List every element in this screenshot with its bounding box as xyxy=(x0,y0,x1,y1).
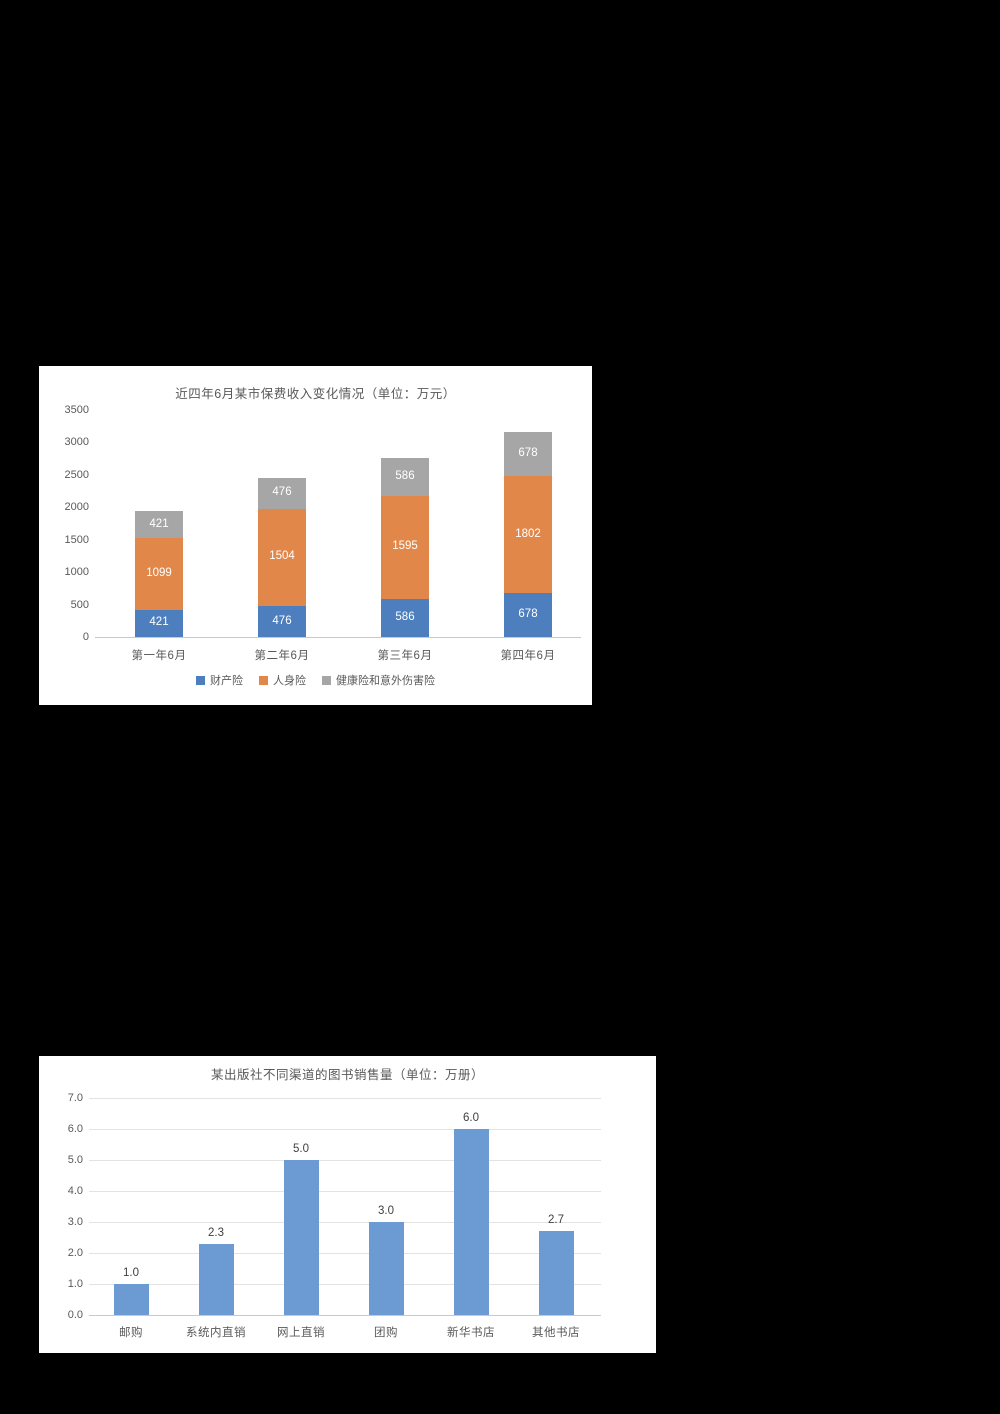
segment-value-label: 476 xyxy=(272,486,292,499)
legend-swatch-icon xyxy=(196,675,205,685)
y-gridline xyxy=(89,1222,601,1223)
y-axis-tick-label: 2000 xyxy=(64,501,89,513)
legend-swatch-icon xyxy=(322,675,331,685)
y-gridline xyxy=(89,1284,601,1285)
y-axis-tick-label: 4.0 xyxy=(67,1185,83,1197)
y-gridline xyxy=(89,1098,601,1099)
y-gridline xyxy=(89,1191,601,1192)
segment-value-label: 678 xyxy=(518,447,538,460)
segment-value-label: 1099 xyxy=(146,567,172,580)
legend-swatch-icon xyxy=(259,675,268,685)
y-gridline xyxy=(89,1253,601,1254)
bar xyxy=(113,1284,149,1315)
x-axis-category-label: 其他书店 xyxy=(532,1327,580,1339)
legend-label: 人身险 xyxy=(273,675,306,687)
segment-value-label: 678 xyxy=(518,608,538,620)
y-axis-tick-label: 0.0 xyxy=(67,1309,83,1321)
bar xyxy=(538,1231,574,1315)
segment-value-label: 421 xyxy=(149,517,169,530)
bar xyxy=(198,1243,234,1315)
book-sales-chart-panel: 某出版社不同渠道的图书销售量（单位：万册） 0.0 1.0 2.0 3.0 4.0 5.0… xyxy=(39,1056,656,1353)
x-axis-line xyxy=(95,637,581,638)
stacked-bar-segment: 1595 xyxy=(381,495,429,599)
stacked-bar-segment: 421 xyxy=(135,511,183,539)
legend-item: 健康险和意外伤害险 xyxy=(322,672,435,688)
y-axis-tick-label: 2.0 xyxy=(67,1247,83,1259)
y-axis-tick-label: 1000 xyxy=(64,566,89,578)
x-axis-category-label: 第二年6月 xyxy=(254,650,310,662)
segment-value-label: 476 xyxy=(272,614,292,627)
segment-value-label: 1595 xyxy=(392,540,418,553)
legend-item: 人身险 xyxy=(259,672,306,688)
x-axis-category-label: 第四年6月 xyxy=(500,650,556,662)
bar-value-label: 1.0 xyxy=(123,1267,139,1279)
stacked-bar-segment: 1099 xyxy=(135,538,183,610)
insurance-premium-chart-panel: 近四年6月某市保费收入变化情况（单位：万元） 0 500 1000 1500 2000 2… xyxy=(39,366,592,705)
segment-value-label: 586 xyxy=(395,610,415,623)
x-axis-category-label: 新华书店 xyxy=(447,1327,495,1339)
y-axis-tick-label: 500 xyxy=(70,599,89,611)
stacked-bar-segment: 586 xyxy=(381,457,429,496)
segment-value-label: 421 xyxy=(149,616,169,629)
bar xyxy=(368,1222,404,1315)
y-axis-tick-label: 6.0 xyxy=(67,1123,83,1135)
stacked-bar-segment: 678 xyxy=(504,593,552,637)
x-axis-category-label: 系统内直销 xyxy=(186,1327,246,1339)
segment-value-label: 1504 xyxy=(269,550,295,563)
y-axis-tick-label: 2500 xyxy=(64,469,89,481)
stacked-bar-segment: 476 xyxy=(258,606,306,637)
x-axis-line xyxy=(89,1315,601,1316)
y-axis-tick-label: 1500 xyxy=(64,534,89,546)
book-sales-chart-title: 某出版社不同渠道的图书销售量（单位：万册） xyxy=(210,1068,484,1082)
bar-value-label: 3.0 xyxy=(378,1205,394,1217)
stacked-bar-segment: 476 xyxy=(258,477,306,509)
y-axis-tick-label: 5.0 xyxy=(67,1154,83,1166)
bar-value-label: 5.0 xyxy=(293,1143,309,1155)
chart-legend: 财产险 人身险 健康险和意外伤害险 xyxy=(39,672,592,688)
y-axis-tick-label: 7.0 xyxy=(67,1092,83,1104)
y-axis-tick-label: 0 xyxy=(82,631,89,643)
x-axis-category-label: 团购 xyxy=(374,1327,398,1339)
bar-value-label: 6.0 xyxy=(463,1112,479,1124)
y-axis-tick-label: 1.0 xyxy=(67,1278,83,1290)
stacked-bar-segment: 586 xyxy=(381,598,429,637)
legend-label: 财产险 xyxy=(210,675,243,687)
x-axis-category-label: 网上直销 xyxy=(277,1327,325,1339)
stacked-bar-segment: 1504 xyxy=(258,508,306,607)
segment-value-label: 1802 xyxy=(515,527,541,540)
y-axis-tick-label: 3000 xyxy=(64,436,89,448)
stacked-bar-segment: 421 xyxy=(135,609,183,637)
bar xyxy=(283,1160,319,1315)
y-axis-tick-label: 3500 xyxy=(64,404,89,416)
stacked-bar-segment: 678 xyxy=(504,432,552,477)
bar xyxy=(453,1129,489,1315)
y-gridline xyxy=(89,1160,601,1161)
y-gridline xyxy=(89,1129,601,1130)
bar-value-label: 2.3 xyxy=(208,1226,224,1239)
x-axis-category-label: 第三年6月 xyxy=(377,650,433,662)
segment-value-label: 586 xyxy=(395,469,415,482)
y-axis-tick-label: 3.0 xyxy=(67,1216,83,1228)
stacked-bar-segment: 1802 xyxy=(504,476,552,593)
x-axis-category-label: 第一年6月 xyxy=(131,650,187,662)
bar-value-label: 2.7 xyxy=(548,1214,564,1227)
insurance-chart-title: 近四年6月某市保费收入变化情况（单位：万元） xyxy=(175,387,456,401)
legend-item: 财产险 xyxy=(196,672,243,688)
x-axis-category-label: 邮购 xyxy=(119,1327,143,1339)
legend-label: 健康险和意外伤害险 xyxy=(336,675,435,687)
